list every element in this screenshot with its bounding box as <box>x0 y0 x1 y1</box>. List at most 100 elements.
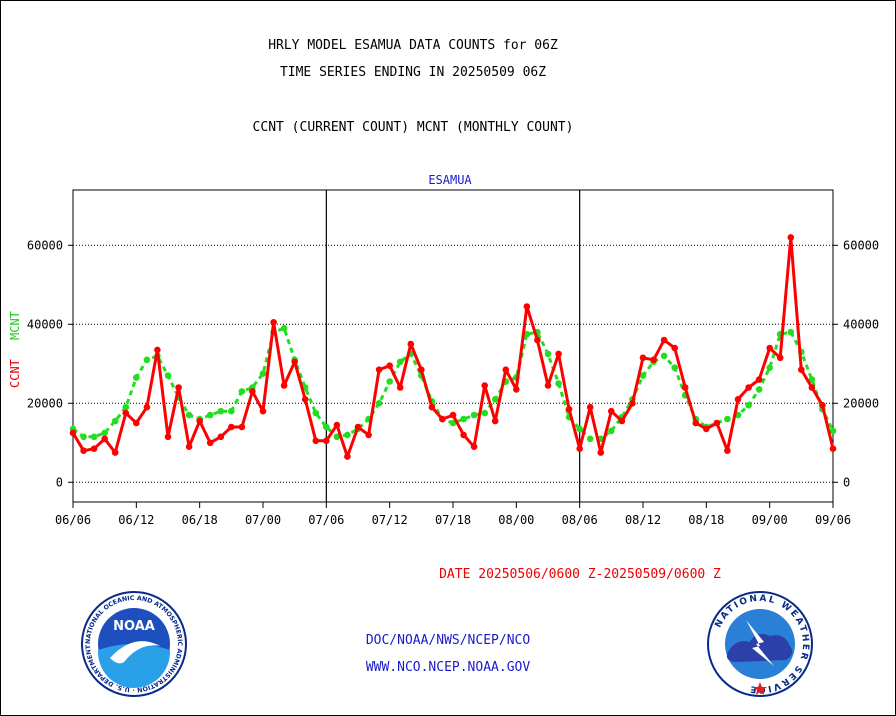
x-tick-label: 06/12 <box>118 513 154 527</box>
x-tick-label: 07/06 <box>308 513 344 527</box>
mcnt-data-point <box>101 429 108 437</box>
ccnt-data-point <box>69 429 77 437</box>
ccnt-data-point <box>111 449 119 456</box>
mcnt-data-point <box>280 324 288 332</box>
ccnt-data-point <box>407 340 415 348</box>
ccnt-data-point <box>776 354 784 362</box>
x-tick-label: 09/06 <box>815 513 851 527</box>
ccnt-data-point <box>618 417 626 425</box>
ccnt-data-point <box>80 447 87 455</box>
ccnt-data-point <box>586 403 594 411</box>
mcnt-data-point <box>312 409 320 417</box>
chart-header-line3: CCNT (CURRENT COUNT) MCNT (MONTHLY COUNT… <box>252 120 574 135</box>
ccnt-data-point <box>660 336 668 344</box>
ccnt-data-point <box>143 403 151 411</box>
x-tick-label: 08/12 <box>625 513 661 527</box>
ccnt-data-point <box>259 407 267 415</box>
y-tick-label-right: 0 <box>843 475 850 489</box>
mcnt-data-point <box>544 350 552 358</box>
mcnt-data-point <box>164 372 172 379</box>
ccnt-data-point <box>301 396 309 403</box>
mcnt-data-point <box>608 427 615 435</box>
ccnt-data-point <box>396 384 404 391</box>
ccnt-data-point <box>502 366 510 374</box>
ccnt-data-point <box>787 234 795 241</box>
ccnt-data-point <box>576 445 583 453</box>
nws-logo: NATIONAL WEATHER SERVICE <box>707 591 813 697</box>
ccnt-data-point <box>703 425 710 433</box>
ccnt-data-point <box>565 405 573 413</box>
mcnt-data-point <box>460 415 467 423</box>
ccnt-data-point <box>555 350 562 358</box>
plot-area-frame <box>72 189 834 503</box>
mcnt-data-point <box>555 380 562 387</box>
ccnt-data-point <box>375 366 383 374</box>
x-tick-label: 06/06 <box>55 513 91 527</box>
ccnt-data-point <box>544 382 552 389</box>
mcnt-data-point <box>766 364 773 372</box>
ccnt-data-point <box>344 453 351 460</box>
ccnt-data-point <box>428 403 436 411</box>
chart-header-line2: TIME SERIES ENDING IN 20250509 06Z <box>279 65 547 80</box>
mcnt-data-point <box>80 433 87 441</box>
ccnt-data-point <box>185 443 193 451</box>
ccnt-data-point <box>808 384 816 391</box>
ccnt-data-point <box>323 437 330 445</box>
y-axis-label-mcnt: MCNT <box>8 311 22 340</box>
ccnt-data-point <box>354 423 362 431</box>
mcnt-data-point <box>808 376 816 383</box>
ccnt-data-point <box>164 433 172 441</box>
mcnt-data-point <box>671 364 678 372</box>
ccnt-data-point <box>228 423 235 431</box>
mcnt-data-point <box>755 386 763 393</box>
mcnt-data-point <box>586 435 594 443</box>
footer-url[interactable]: WWW.NCO.NCEP.NOAA.GOV <box>365 660 531 675</box>
ccnt-data-point <box>238 423 246 431</box>
ccnt-data-point <box>196 417 203 425</box>
ccnt-data-point <box>639 354 647 362</box>
ccnt-data-point <box>365 431 372 439</box>
ccnt-data-point <box>333 421 341 429</box>
x-tick-label: 09/00 <box>752 513 788 527</box>
ccnt-data-point <box>470 443 478 451</box>
ccnt-data-point <box>766 344 773 352</box>
mcnt-data-point <box>829 427 837 435</box>
ccnt-data-point <box>692 419 700 427</box>
mcnt-data-point <box>323 423 330 431</box>
x-tick-label: 08/06 <box>562 513 598 527</box>
mcnt-data-point <box>745 401 752 409</box>
ccnt-data-point <box>681 384 689 391</box>
mcnt-data-point <box>122 403 130 411</box>
noaa-logo-text: NOAA <box>113 619 155 634</box>
chart-title: ESAMUA <box>428 173 472 187</box>
mcnt-data-point <box>787 328 795 336</box>
y-tick-label-right: 40000 <box>843 317 879 331</box>
ccnt-data-point <box>597 449 605 456</box>
ccnt-data-point <box>217 433 225 441</box>
ccnt-data-point <box>460 431 467 439</box>
ccnt-data-point <box>513 386 520 393</box>
ccnt-data-point <box>608 407 615 415</box>
y-tick-label-left: 60000 <box>27 238 63 252</box>
ccnt-data-point <box>671 344 678 352</box>
mcnt-data-point <box>143 356 151 364</box>
ccnt-data-point <box>206 439 214 447</box>
y-axis-label-ccnt: CCNT <box>8 359 22 388</box>
ccnt-data-point <box>175 384 182 391</box>
ccnt-data-point <box>481 382 489 389</box>
mcnt-data-point <box>660 352 668 360</box>
mcnt-data-point <box>470 411 478 419</box>
mcnt-data-point <box>228 407 235 415</box>
ccnt-data-point <box>650 356 657 364</box>
mcnt-data-point <box>523 330 531 338</box>
y-tick-label-left: 40000 <box>27 317 63 331</box>
mcnt-data-point <box>185 411 193 419</box>
footer-org: DOC/NOAA/NWS/NCEP/NCO <box>365 633 531 648</box>
x-tick-label: 08/18 <box>688 513 724 527</box>
ccnt-data-point <box>439 415 446 423</box>
ccnt-data-point <box>724 447 731 455</box>
x-tick-label: 07/12 <box>372 513 408 527</box>
x-tick-label: 07/18 <box>435 513 471 527</box>
mcnt-data-point <box>217 407 225 415</box>
